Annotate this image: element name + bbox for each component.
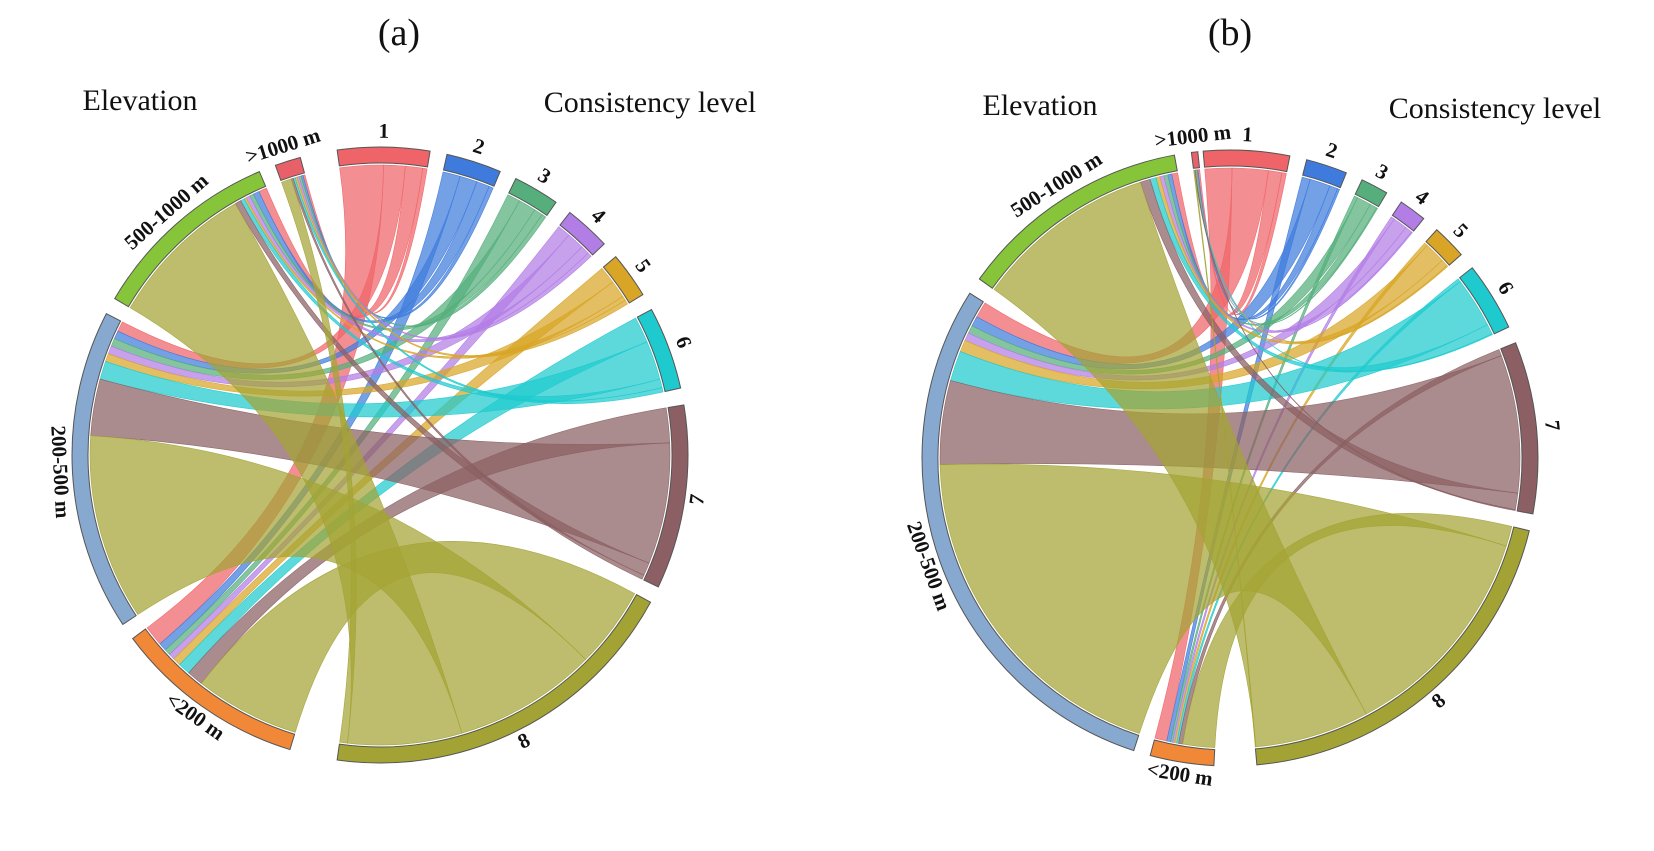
elevation-arc-b-2 <box>978 154 1178 289</box>
level-label-a-1: 1 <box>378 119 389 143</box>
elevation-arc-b-1 <box>921 292 1140 752</box>
level-arc-a-7 <box>643 404 689 588</box>
level-label-b-6: 6 <box>1493 277 1519 299</box>
level-label-a-2: 2 <box>470 133 487 159</box>
elevation-label-a-3: >1000 m <box>243 123 324 169</box>
ribbon-a-elev3-level8 <box>281 178 357 744</box>
chord-panel-b: (b) Elevation Consistency level 1 2 345 6 7 8… <box>902 12 1601 791</box>
level-arc-a-4 <box>559 211 605 256</box>
level-arc-b-6 <box>1458 267 1510 335</box>
level-arc-b-1 <box>1202 149 1291 173</box>
elevation-label-b-3: >1000 m <box>1153 120 1232 153</box>
elevation-arc-b-0 <box>1149 739 1216 767</box>
elevation-title-a: Elevation <box>83 84 198 117</box>
level-label-a-5: 5 <box>630 254 656 277</box>
level-arc-a-2 <box>442 153 501 187</box>
level-arc-b-2 <box>1302 159 1348 189</box>
elevation-title-b: Elevation <box>983 89 1098 122</box>
level-arc-a-1 <box>336 146 431 168</box>
level-label-a-4: 4 <box>587 203 611 228</box>
level-label-b-5: 5 <box>1449 218 1473 242</box>
level-label-b-8: 8 <box>1427 688 1451 713</box>
arcs-a <box>71 146 689 764</box>
level-arc-b-5 <box>1425 229 1462 266</box>
level-arc-b-7 <box>1500 342 1539 515</box>
level-label-a-3: 3 <box>534 163 555 189</box>
level-arc-a-3 <box>508 177 557 217</box>
level-arc-a-5 <box>602 256 644 304</box>
elevation-label-a-1: 200-500 m <box>46 425 75 519</box>
elevation-arc-b-3 <box>1190 151 1201 169</box>
ribbons-b <box>939 167 1521 748</box>
level-arc-b-4 <box>1391 201 1425 232</box>
level-label-b-4: 4 <box>1411 184 1434 210</box>
elevation-arc-a-2 <box>113 170 267 308</box>
level-label-a-6: 6 <box>671 333 697 351</box>
arcs-b <box>921 149 1539 767</box>
level-label-b-2: 2 <box>1323 137 1341 163</box>
level-label-b-7: 7 <box>1540 419 1565 432</box>
ribbon-b-elev1-level8 <box>939 463 1507 734</box>
panel-label-a: (a) <box>378 12 420 54</box>
chord-panel-a: (a) Elevation Consistency level 1 2 3 4 5 6 7 8… <box>46 12 756 764</box>
panel-label-b: (b) <box>1208 12 1252 54</box>
elevation-arc-a-3 <box>274 156 306 182</box>
level-label-b-3: 3 <box>1372 159 1393 185</box>
level-label-a-8: 8 <box>514 728 534 754</box>
level-arc-b-8 <box>1254 526 1530 766</box>
consistency-title-b: Consistency level <box>1389 92 1601 125</box>
level-arc-a-6 <box>636 308 682 393</box>
ribbon-b-elev3-level8 <box>1193 169 1257 748</box>
elevation-arc-a-1 <box>71 312 137 626</box>
level-arc-a-8 <box>336 593 652 764</box>
elevation-arc-a-0 <box>131 628 296 751</box>
level-label-b-1: 1 <box>1242 122 1254 147</box>
level-label-a-7: 7 <box>684 493 709 507</box>
consistency-title-a: Consistency level <box>544 86 756 119</box>
level-arc-b-3 <box>1354 179 1388 208</box>
ribbons-a <box>89 164 671 746</box>
